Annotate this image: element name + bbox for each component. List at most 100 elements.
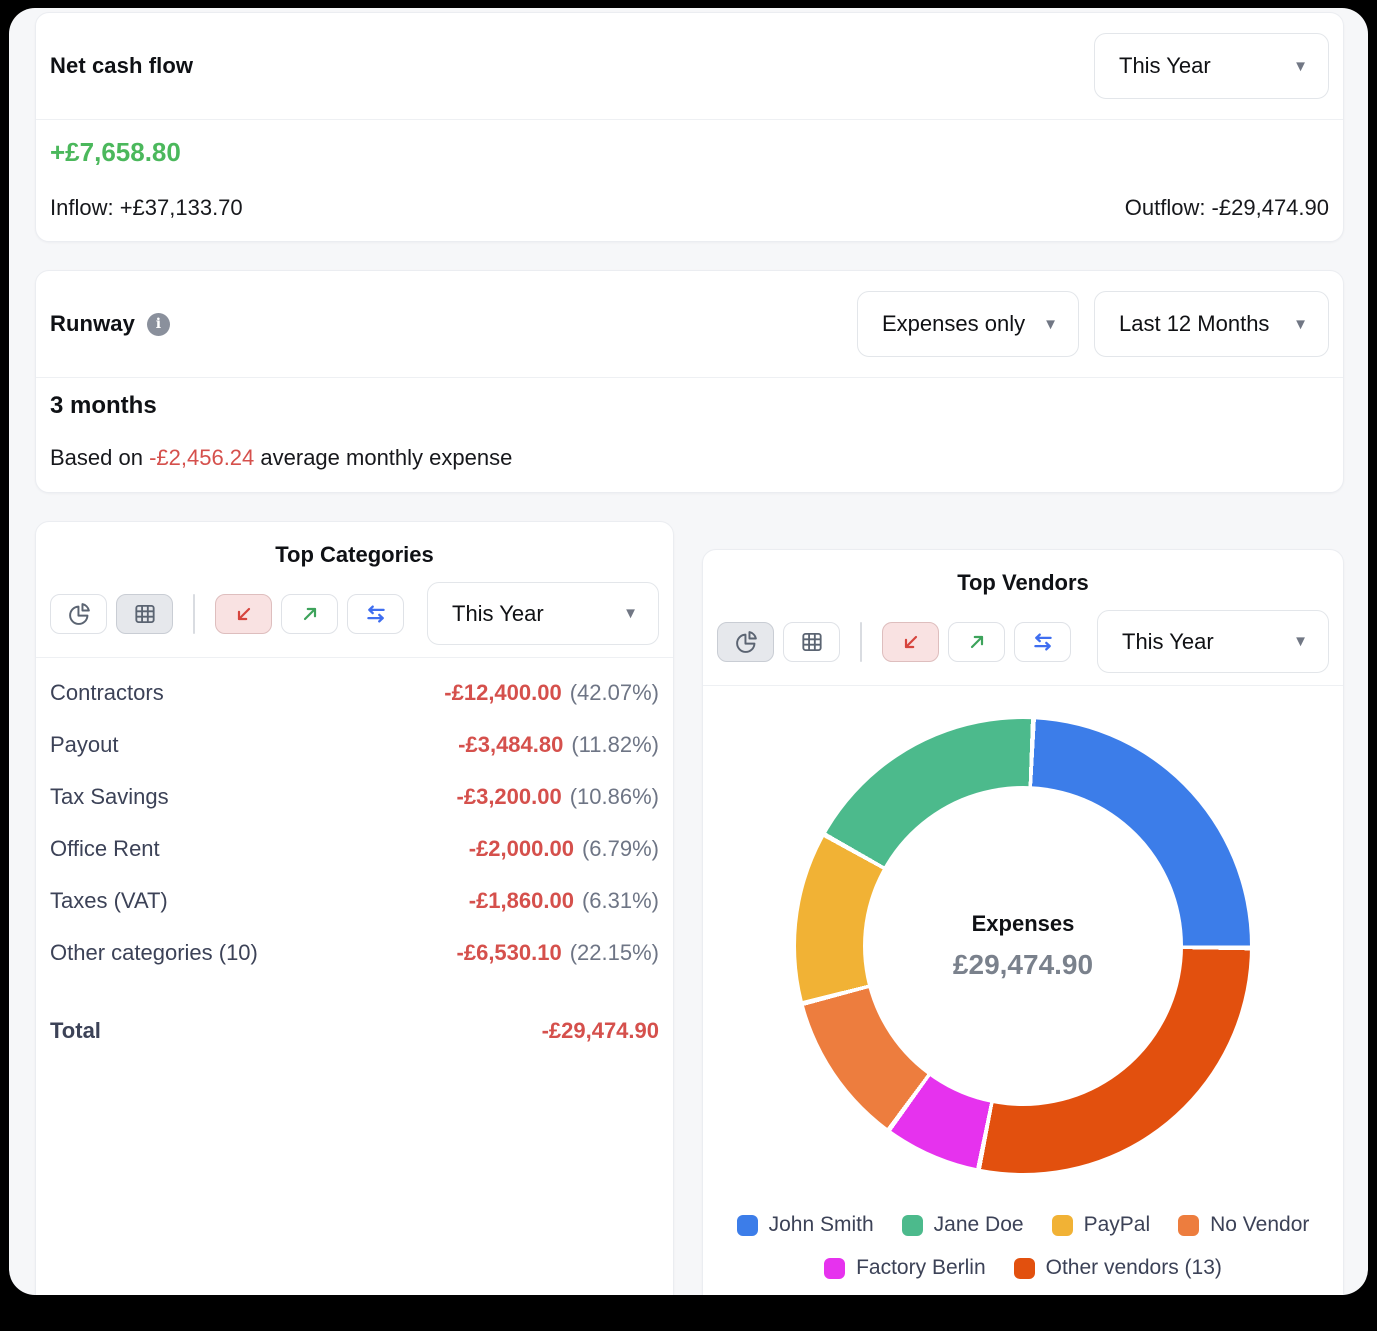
top-vendors-card: Top Vendors bbox=[702, 549, 1344, 1295]
net-cash-flow-period-value: This Year bbox=[1119, 53, 1211, 78]
category-amount: -£3,484.80 bbox=[458, 732, 564, 757]
arrow-up-right-icon bbox=[965, 630, 989, 654]
vendors-donut-chart[interactable]: Expenses £29,474.90 bbox=[796, 719, 1250, 1173]
dashboard-page: Net cash flow This Year ▼ +£7,658.80 Inf… bbox=[9, 8, 1368, 1295]
category-percent: (11.82%) bbox=[571, 732, 659, 757]
runway-filter-dropdown[interactable]: Expenses only ▼ bbox=[857, 291, 1079, 357]
runway-body: 3 months Based on -£2,456.24 average mon… bbox=[36, 378, 1343, 492]
category-amount: -£12,400.00 bbox=[444, 680, 562, 705]
top-categories-list: Contractors -£12,400.00 (42.07%) Payout -… bbox=[36, 658, 673, 1077]
net-cash-flow-card: Net cash flow This Year ▼ +£7,658.80 Inf… bbox=[35, 12, 1344, 242]
legend-label: Factory Berlin bbox=[856, 1256, 986, 1279]
top-categories-period-dropdown[interactable]: This Year ▼ bbox=[427, 582, 659, 645]
top-categories-card: Top Categories bbox=[35, 521, 674, 1295]
legend-item[interactable]: No Vendor bbox=[1178, 1213, 1309, 1237]
transfers-filter-button[interactable] bbox=[1014, 621, 1071, 662]
legend-swatch bbox=[736, 1214, 758, 1236]
top-vendors-toolbar: This Year ▼ bbox=[717, 610, 1329, 673]
toolbar-divider bbox=[860, 621, 862, 662]
legend-swatch bbox=[1013, 1257, 1035, 1279]
runway-title: Runway bbox=[50, 311, 135, 336]
income-filter-button[interactable] bbox=[948, 621, 1005, 662]
income-filter-button[interactable] bbox=[281, 593, 338, 634]
category-name: Other categories (10) bbox=[50, 940, 258, 965]
expenses-filter-button[interactable] bbox=[882, 621, 939, 662]
table-view-button[interactable] bbox=[116, 593, 173, 634]
categories-total-row: Total -£29,474.90 bbox=[50, 1005, 659, 1057]
category-row[interactable]: Other categories (10) -£6,530.10 (22.15%) bbox=[50, 927, 659, 979]
arrow-down-left-icon bbox=[899, 630, 923, 654]
category-amount: -£3,200.00 bbox=[456, 784, 562, 809]
chevron-down-icon: ▼ bbox=[1293, 633, 1308, 650]
category-row[interactable]: Contractors -£12,400.00 (42.07%) bbox=[50, 667, 659, 719]
chevron-down-icon: ▼ bbox=[1293, 57, 1308, 75]
runway-basis: Based on -£2,456.24 average monthly expe… bbox=[50, 445, 1329, 471]
arrow-down-left-icon bbox=[232, 602, 256, 626]
inflow-value: Inflow: +£37,133.70 bbox=[50, 195, 243, 220]
category-name: Taxes (VAT) bbox=[50, 888, 168, 913]
pie-chart-icon bbox=[733, 629, 759, 655]
category-name: Tax Savings bbox=[50, 784, 169, 809]
category-amount: -£1,860.00 bbox=[468, 888, 574, 913]
runway-value: 3 months bbox=[50, 392, 157, 419]
runway-filter-value: Expenses only bbox=[882, 311, 1026, 336]
chevron-down-icon: ▼ bbox=[623, 605, 638, 622]
category-percent: (42.07%) bbox=[569, 680, 659, 705]
category-amount: -£6,530.10 bbox=[456, 940, 562, 965]
category-name: Contractors bbox=[50, 680, 164, 705]
total-label: Total bbox=[50, 1018, 101, 1043]
category-percent: (22.15%) bbox=[569, 940, 659, 965]
legend-item[interactable]: PayPal bbox=[1051, 1213, 1151, 1237]
legend-swatch bbox=[1051, 1214, 1073, 1236]
table-icon bbox=[132, 601, 158, 627]
top-vendors-period-dropdown[interactable]: This Year ▼ bbox=[1097, 610, 1329, 673]
legend-item[interactable]: Factory Berlin bbox=[824, 1256, 986, 1280]
swap-arrows-icon bbox=[363, 601, 389, 627]
legend-label: PayPal bbox=[1083, 1213, 1151, 1236]
legend-swatch bbox=[1178, 1214, 1200, 1236]
net-cash-flow-title: Net cash flow bbox=[50, 53, 194, 78]
legend-label: John Smith bbox=[768, 1213, 874, 1236]
category-row[interactable]: Office Rent -£2,000.00 (6.79%) bbox=[50, 823, 659, 875]
runway-header: Runway i Expenses only ▼ Last 12 Months … bbox=[36, 271, 1343, 378]
runway-title-wrap: Runway i bbox=[50, 311, 170, 337]
legend-label: Jane Doe bbox=[933, 1213, 1024, 1236]
vendors-legend: John Smith Jane Doe PayPal No Vendor Fac… bbox=[703, 1213, 1343, 1280]
legend-item[interactable]: Jane Doe bbox=[901, 1213, 1024, 1237]
category-row[interactable]: Tax Savings -£3,200.00 (10.86%) bbox=[50, 771, 659, 823]
top-categories-view-buttons bbox=[50, 593, 404, 634]
runway-period-dropdown[interactable]: Last 12 Months ▼ bbox=[1094, 291, 1329, 357]
legend-item[interactable]: John Smith bbox=[736, 1213, 874, 1237]
category-row[interactable]: Taxes (VAT) -£1,860.00 (6.31%) bbox=[50, 875, 659, 927]
pie-view-button[interactable] bbox=[717, 621, 774, 662]
info-icon[interactable]: i bbox=[146, 312, 170, 336]
category-percent: (6.31%) bbox=[581, 888, 659, 913]
top-vendors-header: Top Vendors bbox=[703, 550, 1343, 686]
pie-chart-icon bbox=[66, 601, 92, 627]
runway-basis-suffix: average monthly expense bbox=[254, 445, 513, 470]
top-vendors-period-value: This Year bbox=[1122, 628, 1214, 654]
panels-row: Top Categories bbox=[35, 521, 1344, 1295]
chevron-down-icon: ▼ bbox=[1043, 315, 1058, 333]
outflow-value: Outflow: -£29,474.90 bbox=[1124, 195, 1329, 220]
legend-item[interactable]: Other vendors (13) bbox=[1013, 1256, 1222, 1280]
runway-controls: Expenses only ▼ Last 12 Months ▼ bbox=[857, 291, 1329, 357]
top-categories-header: Top Categories bbox=[36, 522, 673, 658]
runway-basis-prefix: Based on bbox=[50, 445, 150, 470]
category-row[interactable]: Payout -£3,484.80 (11.82%) bbox=[50, 719, 659, 771]
legend-label: Other vendors (13) bbox=[1045, 1256, 1222, 1279]
table-icon bbox=[799, 629, 825, 655]
top-vendors-title: Top Vendors bbox=[957, 570, 1089, 595]
net-cash-flow-period-dropdown[interactable]: This Year ▼ bbox=[1094, 33, 1329, 99]
top-categories-period-value: This Year bbox=[452, 600, 544, 626]
expenses-filter-button[interactable] bbox=[215, 593, 272, 634]
legend-label: No Vendor bbox=[1210, 1213, 1310, 1236]
arrow-up-right-icon bbox=[298, 602, 322, 626]
toolbar-divider bbox=[193, 593, 195, 634]
table-view-button[interactable] bbox=[783, 621, 840, 662]
pie-view-button[interactable] bbox=[50, 593, 107, 634]
net-cash-flow-value: +£7,658.80 bbox=[50, 137, 181, 167]
total-amount: -£29,474.90 bbox=[541, 1018, 659, 1043]
top-categories-toolbar: This Year ▼ bbox=[50, 582, 659, 645]
transfers-filter-button[interactable] bbox=[347, 593, 404, 634]
